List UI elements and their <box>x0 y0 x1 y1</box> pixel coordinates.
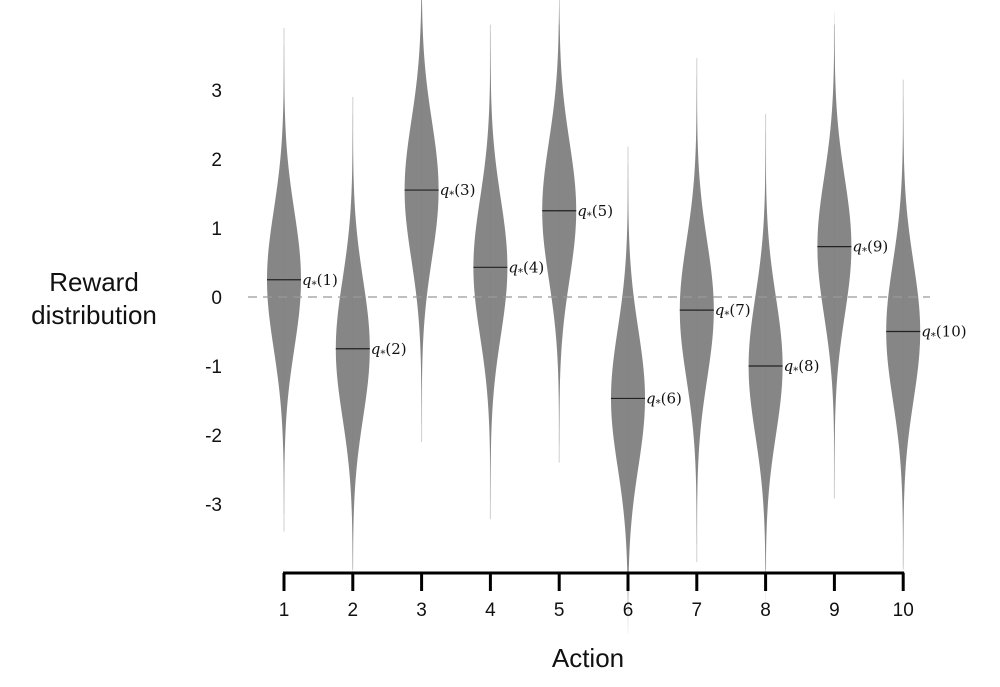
violin-layer <box>267 0 921 634</box>
x-tick-label: 8 <box>760 600 771 621</box>
x-tick-label: 7 <box>692 600 703 621</box>
mean-label-9: q*(9) <box>852 238 888 258</box>
x-tick-label: 6 <box>623 600 634 621</box>
mean-label-6: q*(6) <box>646 389 682 409</box>
y-tick-label: -2 <box>205 426 222 447</box>
x-tick-label: 3 <box>416 600 427 621</box>
mean-label-2: q*(2) <box>371 340 407 360</box>
mean-label-4: q*(4) <box>508 258 544 278</box>
y-tick-label: 0 <box>211 288 222 309</box>
x-tick-label: 1 <box>279 600 290 621</box>
x-tick-label: 10 <box>893 600 914 621</box>
violin-5 <box>542 0 577 446</box>
x-tick-label: 9 <box>829 600 840 621</box>
y-axis-title-line2: distribution <box>31 300 157 330</box>
mean-label-5: q*(5) <box>577 202 613 222</box>
x-axis: 1 2 3 4 5 6 7 8 9 10 <box>279 571 914 621</box>
y-axis-ticks: 3 2 1 0 -1 -2 -3 <box>205 81 222 516</box>
y-tick-label: 3 <box>211 81 222 102</box>
x-axis-title: Action <box>552 643 624 673</box>
mean-label-10: q*(10) <box>921 323 966 343</box>
y-tick-label: -1 <box>205 357 222 378</box>
mean-label-8: q*(8) <box>784 357 820 377</box>
x-tick-label: 4 <box>485 600 496 621</box>
y-axis-title-line1: Reward <box>49 267 139 297</box>
mean-label-3: q*(3) <box>440 181 476 201</box>
mean-layer: q*(1) q*(2) q*(3) q*(4) q*(5) q*(6) q*(7) q*(8)… <box>267 181 967 409</box>
y-tick-label: 2 <box>211 150 222 171</box>
x-tick-label: 5 <box>554 600 565 621</box>
violin-3 <box>404 0 439 425</box>
mean-label-7: q*(7) <box>715 301 751 321</box>
y-tick-label: 1 <box>211 219 222 240</box>
x-tick-label: 2 <box>348 600 359 621</box>
y-tick-label: -3 <box>205 495 222 516</box>
mean-label-1: q*(1) <box>302 271 338 291</box>
